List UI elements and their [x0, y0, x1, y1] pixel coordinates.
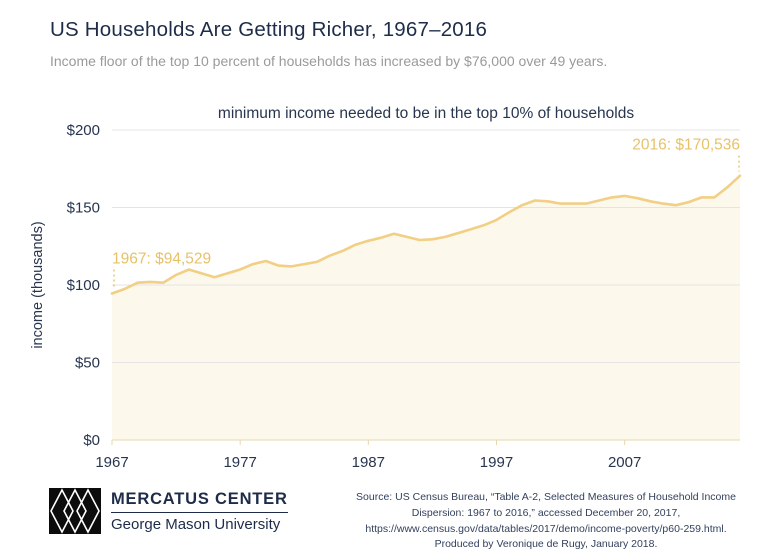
- x-tick-label: 1977: [223, 454, 256, 471]
- brand-lockup: MERCATUS CENTER George Mason University: [49, 488, 288, 534]
- y-tick-label: $150: [67, 200, 100, 217]
- x-tick-label: 2007: [608, 454, 641, 471]
- page-subtitle: Income floor of the top 10 percent of ho…: [50, 53, 608, 69]
- source-line: Produced by Veronique de Rugy, January 2…: [434, 538, 658, 551]
- y-tick-label: $200: [67, 122, 100, 139]
- annotation-label: 1967: $94,529: [112, 250, 211, 267]
- page-title: US Households Are Getting Richer, 1967–2…: [50, 18, 488, 41]
- brand-text: MERCATUS CENTER George Mason University: [111, 490, 288, 533]
- x-tick-label: 1997: [480, 454, 513, 471]
- brand-divider: [111, 511, 288, 513]
- source-citation: Source: US Census Bureau, “Table A-2, Se…: [348, 490, 744, 553]
- source-line: Dispersion: 1967 to 2016,” accessed Dece…: [411, 506, 681, 519]
- source-line: Source: US Census Bureau, “Table A-2, Se…: [356, 491, 736, 503]
- y-tick-label: $0: [83, 432, 100, 449]
- y-axis-label: income (thousands): [30, 221, 46, 348]
- income-area-chart: $0 $50 $100 $150 $200 1967 1977 1987 1997 2007 min…: [30, 105, 742, 471]
- mercatus-logo-icon: [49, 488, 101, 534]
- x-tick-label: 1967: [95, 454, 128, 471]
- y-tick-label: $100: [67, 277, 100, 294]
- income-line: [110, 174, 742, 295]
- brand-subname: George Mason University: [111, 515, 281, 533]
- y-tick-label: $50: [75, 355, 100, 372]
- annotation-label: 2016: $170,536: [632, 137, 740, 154]
- header: US Households Are Getting Richer, 1967–2…: [50, 18, 710, 71]
- brand-name: MERCATUS CENTER: [111, 489, 288, 508]
- chart-title: minimum income needed to be in the top 1…: [218, 105, 634, 122]
- footer: MERCATUS CENTER George Mason University …: [0, 488, 768, 550]
- source-line: https://www.census.gov/data/tables/2017/…: [365, 522, 727, 535]
- area-fill: [112, 175, 740, 440]
- x-tick-label: 1987: [352, 454, 385, 471]
